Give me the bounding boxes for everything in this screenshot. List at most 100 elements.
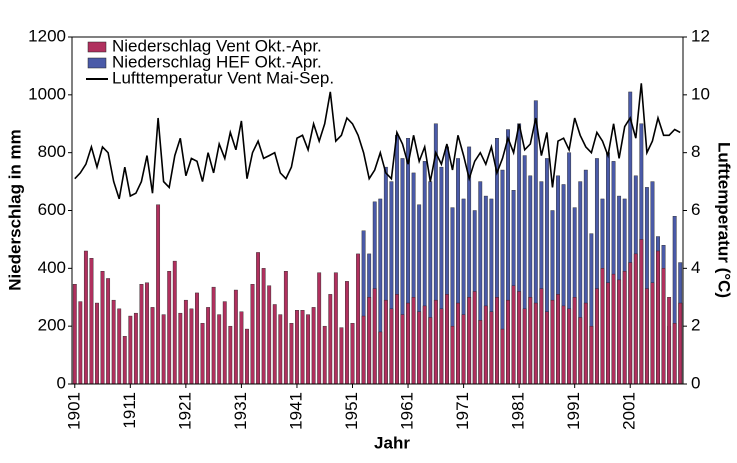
legend-label: Niederschlag Vent Okt.-Apr. <box>112 36 322 55</box>
bar <box>95 302 99 385</box>
bar <box>500 328 505 385</box>
bar <box>628 262 633 385</box>
bar <box>350 323 355 385</box>
bar <box>72 284 77 385</box>
bar <box>111 299 116 385</box>
y-axis-label: Niederschlag in mm <box>5 129 24 291</box>
bar <box>195 292 199 385</box>
bar <box>611 273 616 385</box>
x-tick-label: 1901 <box>64 392 83 430</box>
y-tick-label: 800 <box>38 142 66 161</box>
bar <box>83 250 88 385</box>
bar <box>322 325 327 385</box>
bar <box>439 308 444 385</box>
bar <box>544 311 549 385</box>
bar <box>511 285 516 385</box>
y-tick-label: 1000 <box>28 84 66 103</box>
bar <box>517 291 522 385</box>
x-tick-label: 1951 <box>342 392 361 430</box>
y2-tick-label: 2 <box>691 316 700 335</box>
y-tick-label: 0 <box>57 373 66 392</box>
bar <box>128 315 133 385</box>
bar <box>467 297 472 385</box>
bar <box>356 253 360 385</box>
bar <box>428 317 433 385</box>
bar <box>222 301 227 385</box>
bar <box>489 311 494 385</box>
bar <box>633 253 638 385</box>
x-tick-label: 1911 <box>120 392 139 429</box>
bar <box>550 299 555 385</box>
bar <box>567 308 572 385</box>
bar <box>367 297 372 385</box>
bar <box>217 314 222 385</box>
bar <box>483 305 488 385</box>
bar <box>239 311 244 385</box>
bar <box>406 302 410 385</box>
bar <box>650 282 655 385</box>
bar <box>572 297 577 385</box>
bar <box>139 284 144 385</box>
bar <box>472 291 477 385</box>
bar <box>211 286 216 385</box>
bar <box>172 260 177 385</box>
bar <box>267 285 272 385</box>
bar <box>333 272 338 385</box>
bar <box>161 314 166 385</box>
bar <box>417 311 422 385</box>
legend-label: Lufttemperatur Vent Mai-Sep. <box>112 68 334 87</box>
bar <box>311 307 316 385</box>
bar <box>422 305 427 385</box>
bar <box>594 288 599 385</box>
y-tick-label: 1200 <box>28 26 66 45</box>
bar <box>661 268 666 385</box>
legend-label: Niederschlag HEF Okt.-Apr. <box>112 52 322 71</box>
bar <box>117 308 122 385</box>
plot-frame <box>71 36 684 385</box>
bar <box>539 288 544 385</box>
bar <box>389 308 394 385</box>
bar <box>228 325 233 385</box>
bar <box>583 302 588 385</box>
bar <box>495 297 499 385</box>
x-tick-label: 1921 <box>175 392 194 430</box>
bar <box>589 325 594 385</box>
x-tick-label: 1931 <box>231 392 250 430</box>
bar <box>156 204 161 385</box>
bar <box>378 331 383 385</box>
x-axis-label: Jahr <box>374 433 410 452</box>
y2-tick-label: 0 <box>691 373 700 392</box>
legend-swatch <box>87 57 107 69</box>
bar <box>383 299 388 385</box>
y2-tick-label: 8 <box>691 142 700 161</box>
bar <box>278 314 283 385</box>
bar <box>122 336 127 385</box>
bar <box>678 302 683 385</box>
bar <box>400 314 405 385</box>
bar <box>522 308 527 385</box>
bar <box>233 289 238 385</box>
y2-tick-label: 6 <box>691 200 700 219</box>
bar <box>167 271 172 385</box>
x-tick-label: 1971 <box>453 392 472 430</box>
legend-swatch <box>87 41 107 53</box>
x-tick-label: 1991 <box>564 392 583 430</box>
bar <box>178 312 183 385</box>
bar <box>339 327 344 385</box>
bar <box>256 252 260 385</box>
bar <box>556 294 560 385</box>
bar <box>478 320 483 385</box>
y-tick-label: 200 <box>38 316 66 335</box>
bar <box>445 294 449 385</box>
bar <box>189 308 194 385</box>
y2-tick-label: 4 <box>691 258 700 277</box>
x-tick-label: 1941 <box>286 392 305 430</box>
bar <box>450 325 455 385</box>
bar <box>272 304 277 385</box>
bar <box>306 314 310 385</box>
bar <box>345 281 349 385</box>
bar <box>528 297 533 385</box>
bar <box>78 301 83 385</box>
bar <box>395 294 399 385</box>
y2-axis-label: Lufttemperatur (°C) <box>715 142 734 298</box>
